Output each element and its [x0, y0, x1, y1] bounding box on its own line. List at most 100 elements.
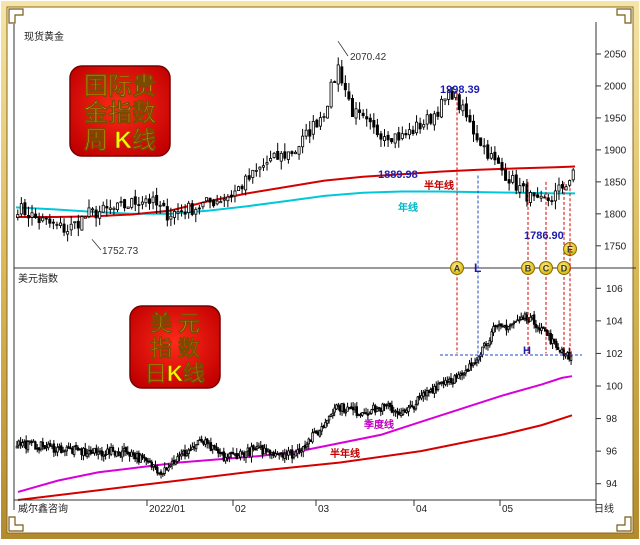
usd-candle — [566, 352, 569, 356]
gold-candle — [251, 169, 255, 178]
gold-candle — [315, 119, 319, 128]
usd-candle — [392, 410, 395, 413]
gold-candle — [62, 223, 66, 233]
usd-candle — [302, 446, 305, 453]
gold-candle — [340, 66, 344, 84]
usd-candle — [217, 448, 220, 454]
gold-y-tick-label-5: 2000 — [604, 81, 627, 92]
gold-candle — [279, 152, 283, 162]
usd-candle — [527, 320, 530, 323]
usd-candle — [442, 381, 445, 385]
usd-candle — [414, 403, 418, 410]
usd-candle — [514, 320, 517, 323]
usd-candle — [24, 440, 28, 449]
gold-candle — [486, 144, 490, 159]
usd-candle — [174, 461, 177, 465]
usd-candle — [207, 442, 211, 445]
usd-candle — [407, 406, 410, 412]
usd-candle — [433, 386, 436, 394]
gold-candle — [115, 202, 119, 211]
usd-candle — [510, 323, 514, 326]
usd-candle — [213, 445, 216, 448]
gold-candle — [16, 214, 20, 218]
usd-candle — [385, 404, 388, 407]
usd-candle — [191, 446, 194, 450]
usd-candle — [266, 448, 270, 452]
usd-candle — [250, 446, 253, 458]
usd-candle — [156, 467, 159, 474]
gold-candle — [358, 109, 362, 113]
usd-candle — [270, 451, 274, 455]
usd-candle — [229, 452, 233, 455]
usd-candle — [204, 439, 207, 445]
usd-candle — [359, 414, 362, 417]
gold-candle — [304, 129, 308, 137]
gold-badge-line-2: 金指数 — [83, 99, 157, 127]
usd-candle — [505, 324, 508, 331]
usd-candle — [104, 454, 107, 456]
gold-candle — [568, 180, 572, 186]
gold-candle — [80, 216, 84, 231]
usd-candle — [272, 451, 275, 456]
usd-candle — [481, 346, 484, 356]
usd-candle — [26, 441, 30, 451]
gold-badge: 国际贵 金指数 周 K线 — [69, 65, 171, 157]
gold-candle — [333, 81, 337, 83]
x-tick-label-0: 威尔鑫咨询 — [18, 502, 68, 515]
usd-candle — [322, 425, 325, 428]
gold-candle — [518, 185, 522, 193]
gold-candle — [19, 203, 23, 215]
usd-candle — [54, 450, 57, 453]
gold-candle — [155, 195, 159, 206]
usd-candle — [449, 377, 453, 384]
gold-y-tick-label-4: 1950 — [604, 113, 627, 124]
usd-candle — [435, 385, 438, 391]
usd-candle — [525, 314, 528, 321]
usd-candle — [512, 322, 516, 325]
usd-candle — [211, 444, 214, 450]
usd-candle — [523, 313, 527, 319]
gold-candle — [379, 133, 383, 140]
usd-candle — [154, 465, 157, 469]
gold-candle — [162, 202, 166, 207]
gold-candle — [383, 136, 387, 142]
usd-candle — [108, 448, 111, 454]
usd-candle — [556, 347, 560, 350]
usd-candle — [132, 452, 135, 456]
usd-candle — [337, 404, 340, 407]
usd-candle — [531, 315, 534, 319]
gold-candle — [429, 114, 433, 124]
gold-candle — [482, 145, 486, 148]
usd-candle — [242, 452, 246, 458]
gold-candle — [240, 185, 244, 190]
usd-y-tick-label-5: 104 — [606, 316, 623, 327]
usd-candle — [473, 362, 477, 365]
gold-candle — [404, 133, 408, 136]
usd-candle — [545, 329, 549, 336]
gold-candle — [172, 210, 176, 218]
usd-candle — [100, 450, 104, 457]
gold-candle — [137, 204, 141, 206]
usd-candle — [569, 355, 573, 361]
usd-candle — [139, 454, 142, 463]
usd-candle — [508, 324, 512, 327]
usd-candle — [200, 438, 203, 443]
usd-candle — [274, 453, 277, 457]
usd-candle — [169, 464, 172, 467]
usd-candle — [121, 450, 124, 458]
usd-candle — [60, 445, 63, 453]
usd-candle — [292, 454, 296, 458]
x-tick-label-5: 05 — [502, 504, 514, 515]
usd-candle — [335, 404, 338, 410]
usd-candle — [239, 450, 242, 458]
usd-candle — [181, 450, 185, 455]
gold-candle — [222, 198, 226, 201]
gold-candle — [148, 198, 152, 204]
gold-candle — [350, 98, 354, 118]
usd-candle — [209, 442, 213, 451]
usd-candle — [309, 439, 312, 442]
usd-candle — [305, 443, 309, 448]
usd-candle — [283, 453, 286, 459]
usd-candle — [109, 447, 113, 455]
usd-candle — [446, 380, 449, 384]
